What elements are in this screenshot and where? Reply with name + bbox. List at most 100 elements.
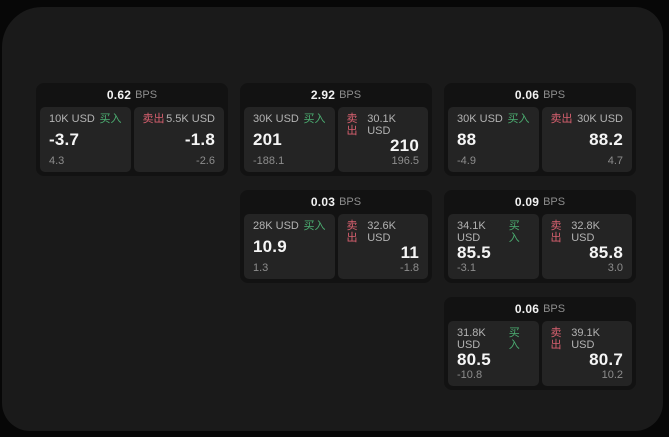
sell-panel-top: 卖出 5.5K USD: [143, 113, 216, 125]
buy-price: 85.5: [457, 243, 491, 262]
buy-amount: 30K USD: [457, 113, 503, 125]
sell-change: 10.2: [601, 369, 623, 381]
sell-panel[interactable]: 卖出 30K USD 88.2 4.7: [541, 107, 632, 172]
buy-side-label: 买入: [303, 220, 326, 232]
buy-amount: 31.8K USD: [457, 327, 486, 351]
buy-price: 201: [253, 130, 282, 149]
quote-card: 2.92 BPS 30K USD 买入 201 -188.1 卖出 30.1K …: [240, 83, 432, 176]
sell-change: -2.6: [196, 155, 215, 167]
buy-side-label: 买入: [99, 113, 122, 125]
buy-panel[interactable]: 28K USD 买入 10.9 1.3: [244, 214, 335, 279]
buy-panel-top: 30K USD 买入: [253, 113, 326, 125]
bps-unit-label: BPS: [339, 196, 362, 208]
sell-side-label: 卖出: [550, 327, 562, 351]
bps-value: 0.03: [310, 195, 336, 209]
quote-panels: 34.1K USD 买入 85.5 -3.1 卖出 32.8K USD 85.8…: [448, 214, 632, 279]
card-header: 0.06 BPS: [448, 297, 632, 321]
sell-change: 3.0: [607, 262, 623, 274]
quote-card: 0.06 BPS 31.8K USD 买入 80.5 -10.8 卖出 39.1…: [444, 297, 636, 390]
buy-panel-top: 28K USD 买入: [253, 220, 326, 232]
quote-panels: 30K USD 买入 201 -188.1 卖出 30.1K USD 210 1…: [244, 107, 428, 172]
sell-amount: 5.5K USD: [166, 113, 215, 125]
quote-panels: 10K USD 买入 -3.7 4.3 卖出 5.5K USD -1.8 -2.…: [40, 107, 224, 172]
bps-unit-label: BPS: [135, 89, 158, 101]
sell-change: 196.5: [391, 155, 419, 167]
buy-amount: 10K USD: [49, 113, 95, 125]
buy-price: -3.7: [49, 130, 80, 149]
bps-unit-label: BPS: [543, 89, 566, 101]
buy-panel[interactable]: 34.1K USD 买入 85.5 -3.1: [448, 214, 539, 279]
sell-side-label: 卖出: [346, 113, 358, 137]
card-header: 0.03 BPS: [244, 190, 428, 214]
buy-amount: 28K USD: [253, 220, 299, 232]
sell-amount: 39.1K USD: [571, 327, 600, 351]
buy-panel-top: 30K USD 买入: [457, 113, 530, 125]
buy-amount: 30K USD: [253, 113, 299, 125]
buy-change: -4.9: [457, 155, 476, 167]
card-header: 0.62 BPS: [40, 83, 224, 107]
buy-amount: 34.1K USD: [457, 220, 486, 244]
buy-panel-top: 10K USD 买入: [49, 113, 122, 125]
quote-panels: 28K USD 买入 10.9 1.3 卖出 32.6K USD 11 -1.8: [244, 214, 428, 279]
sell-panel[interactable]: 卖出 39.1K USD 80.7 10.2: [541, 321, 632, 386]
quote-card: 0.06 BPS 30K USD 买入 88 -4.9 卖出 30K USD 8…: [444, 83, 636, 176]
sell-side-label: 卖出: [550, 113, 573, 125]
buy-change: 4.3: [49, 155, 65, 167]
sell-side-label: 卖出: [550, 220, 562, 244]
sell-side-label: 卖出: [346, 220, 358, 244]
buy-panel[interactable]: 30K USD 买入 201 -188.1: [244, 107, 335, 172]
sell-panel[interactable]: 卖出 32.8K USD 85.8 3.0: [541, 214, 632, 279]
bps-value: 0.62: [106, 88, 132, 102]
bps-value: 2.92: [310, 88, 336, 102]
bps-value: 0.09: [514, 195, 540, 209]
sell-panel-top: 卖出 39.1K USD: [551, 327, 624, 351]
sell-panel-top: 卖出 30K USD: [551, 113, 624, 125]
quote-panels: 31.8K USD 买入 80.5 -10.8 卖出 39.1K USD 80.…: [448, 321, 632, 386]
sell-change: -1.8: [400, 262, 419, 274]
buy-change: 1.3: [253, 262, 269, 274]
sell-amount: 30.1K USD: [367, 113, 396, 137]
dashboard-surface: 0.62 BPS 10K USD 买入 -3.7 4.3 卖出 5.5K USD…: [2, 7, 663, 431]
sell-panel[interactable]: 卖出 32.6K USD 11 -1.8: [337, 214, 428, 279]
buy-side-label: 买入: [508, 220, 520, 244]
sell-amount: 32.6K USD: [367, 220, 396, 244]
sell-price: 210: [390, 136, 419, 155]
sell-price: 85.8: [589, 243, 623, 262]
card-header: 0.06 BPS: [448, 83, 632, 107]
sell-panel[interactable]: 卖出 5.5K USD -1.8 -2.6: [133, 107, 224, 172]
buy-panel[interactable]: 30K USD 买入 88 -4.9: [448, 107, 539, 172]
bps-value: 0.06: [514, 88, 540, 102]
buy-change: -10.8: [457, 369, 483, 381]
bps-unit-label: BPS: [543, 196, 566, 208]
sell-panel[interactable]: 卖出 30.1K USD 210 196.5: [337, 107, 428, 172]
buy-side-label: 买入: [508, 327, 520, 351]
bps-value: 0.06: [514, 302, 540, 316]
quote-card: 0.62 BPS 10K USD 买入 -3.7 4.3 卖出 5.5K USD…: [36, 83, 228, 176]
buy-side-label: 买入: [303, 113, 326, 125]
sell-price: -1.8: [184, 130, 215, 149]
sell-price: 11: [400, 243, 419, 262]
buy-panel[interactable]: 10K USD 买入 -3.7 4.3: [40, 107, 131, 172]
card-header: 0.09 BPS: [448, 190, 632, 214]
buy-price: 88: [457, 130, 477, 149]
sell-side-label: 卖出: [142, 113, 165, 125]
sell-change: 4.7: [607, 155, 623, 167]
sell-price: 88.2: [589, 130, 623, 149]
buy-change: -3.1: [457, 262, 476, 274]
buy-change: -188.1: [253, 155, 285, 167]
buy-price: 10.9: [253, 237, 287, 256]
buy-panel[interactable]: 31.8K USD 买入 80.5 -10.8: [448, 321, 539, 386]
sell-panel-top: 卖出 32.8K USD: [551, 220, 624, 244]
buy-side-label: 买入: [507, 113, 530, 125]
sell-amount: 30K USD: [577, 113, 623, 125]
bps-unit-label: BPS: [339, 89, 362, 101]
buy-price: 80.5: [457, 350, 491, 369]
buy-panel-top: 31.8K USD 买入: [457, 327, 530, 351]
quote-card: 0.03 BPS 28K USD 买入 10.9 1.3 卖出 32.6K US…: [240, 190, 432, 283]
bps-unit-label: BPS: [543, 303, 566, 315]
sell-panel-top: 卖出 30.1K USD: [347, 113, 420, 137]
buy-panel-top: 34.1K USD 买入: [457, 220, 530, 244]
quote-card: 0.09 BPS 34.1K USD 买入 85.5 -3.1 卖出 32.8K…: [444, 190, 636, 283]
sell-amount: 32.8K USD: [571, 220, 600, 244]
card-header: 2.92 BPS: [244, 83, 428, 107]
